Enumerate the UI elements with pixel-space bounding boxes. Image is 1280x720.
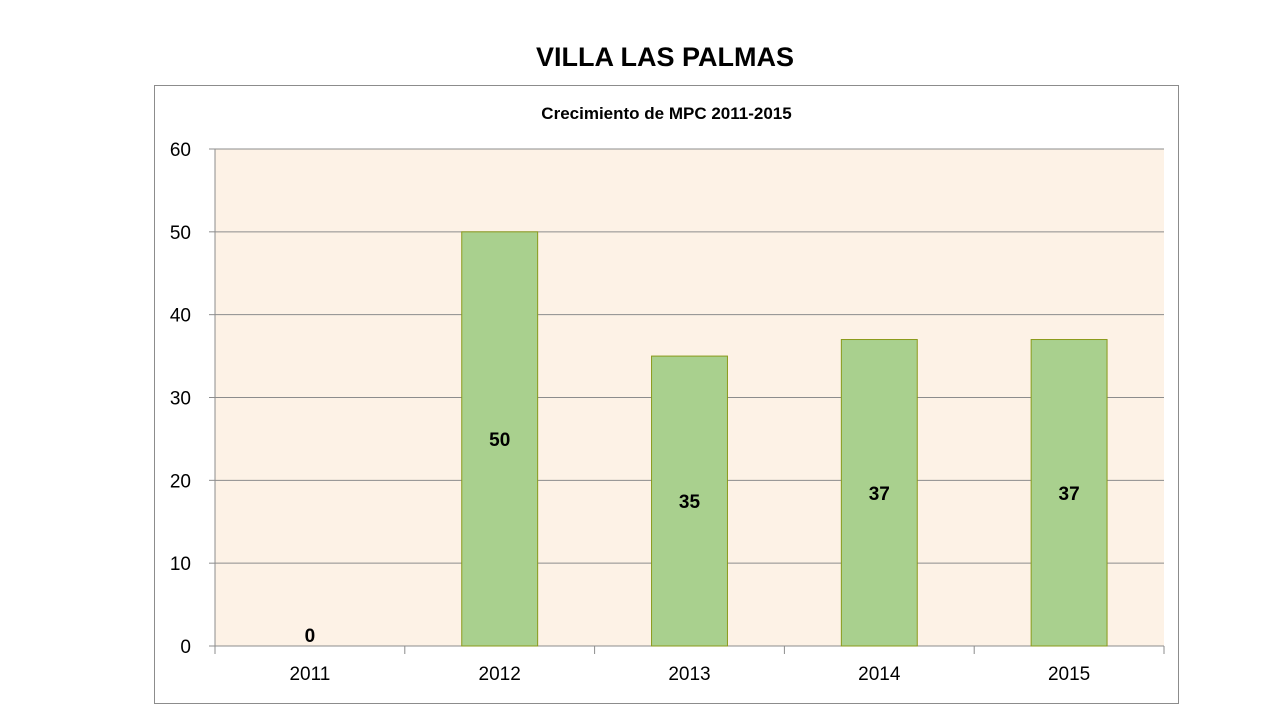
y-tick-label: 40 bbox=[170, 306, 191, 327]
chart-frame: Crecimiento de MPC 2011-2015 0 10 20 30 40 50… bbox=[154, 85, 1179, 704]
y-tick-label: 0 bbox=[180, 637, 191, 658]
y-tick-label: 50 bbox=[170, 223, 191, 244]
bar-2014 bbox=[840, 339, 918, 647]
x-tick-label: 2015 bbox=[1048, 664, 1090, 685]
y-tick-label: 30 bbox=[170, 389, 191, 410]
bar-2015 bbox=[1030, 339, 1108, 647]
x-tick-label: 2014 bbox=[858, 664, 901, 685]
slide-title: VILLA LAS PALMAS bbox=[536, 42, 794, 72]
bars bbox=[461, 231, 1108, 647]
y-tick-label: 10 bbox=[170, 554, 191, 575]
x-tick-label: 2011 bbox=[289, 664, 330, 685]
labels: 0 10 20 30 40 50 60 2011 0 2012 50 2013 35 2014 37 2015… bbox=[170, 140, 1090, 685]
data-label-2013: 35 bbox=[679, 492, 701, 513]
bar-2013 bbox=[651, 355, 728, 647]
y-tick-label: 60 bbox=[170, 140, 191, 161]
data-label-2012: 50 bbox=[489, 430, 510, 451]
x-tick-label: 2012 bbox=[479, 664, 521, 685]
data-label-2014: 37 bbox=[869, 484, 890, 505]
x-tick-label: 2013 bbox=[668, 664, 710, 685]
data-label-2015: 37 bbox=[1059, 484, 1080, 505]
bar-2012 bbox=[461, 231, 539, 647]
bar-chart: 0 10 20 30 40 50 60 2011 0 2012 50 2013 35 2014 37 2015… bbox=[170, 140, 1165, 685]
y-tick-label: 20 bbox=[170, 471, 191, 492]
chart-title: Crecimiento de MPC 2011-2015 bbox=[541, 104, 792, 123]
data-label-2011: 0 bbox=[305, 626, 316, 647]
